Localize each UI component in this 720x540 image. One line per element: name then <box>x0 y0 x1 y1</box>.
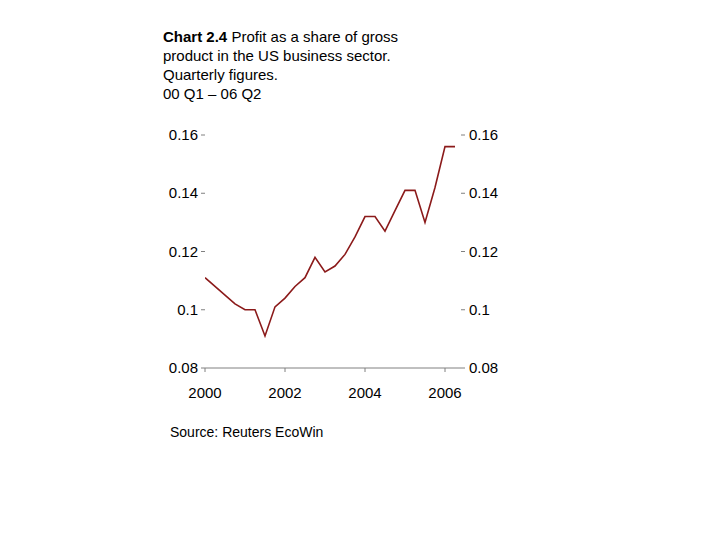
y-tick-label: 0.14 <box>169 184 198 201</box>
y-tick-right <box>461 309 465 310</box>
x-tick-label: 2004 <box>348 384 381 401</box>
title-part: 00 Q1 – 06 Q2 <box>163 85 261 102</box>
y-tick <box>201 135 205 136</box>
line-series <box>205 147 455 336</box>
y-tick <box>201 309 205 310</box>
y-tick <box>201 368 205 369</box>
x-tick <box>205 368 206 372</box>
y-tick-label: 0.16 <box>169 126 198 143</box>
y-tick-label-right: 0.12 <box>469 243 498 260</box>
y-tick-right <box>461 368 465 369</box>
source: Source: Reuters EcoWin <box>170 424 323 440</box>
y-tick-label: 0.1 <box>177 301 198 318</box>
y-tick-label-right: 0.16 <box>469 126 498 143</box>
x-tick <box>365 368 366 372</box>
x-tick-label: 2000 <box>188 384 221 401</box>
y-tick-right <box>461 135 465 136</box>
x-tick-label: 2006 <box>428 384 461 401</box>
y-tick-label-right: 0.14 <box>469 184 498 201</box>
x-tick <box>285 368 286 372</box>
y-tick <box>201 193 205 194</box>
y-tick-label-right: 0.08 <box>469 359 498 376</box>
y-tick-label: 0.08 <box>169 359 198 376</box>
chart: 0.08 0.08 0.1 0.1 0.12 0.12 0.14 0.14 0.16 0.16 20… <box>0 0 720 540</box>
x-tick <box>445 368 446 372</box>
title-part: Chart 2.4 <box>163 28 227 45</box>
title: Chart 2.4 Profit as a share of gross pro… <box>163 27 448 103</box>
title-part: Quarterly figures. <box>163 66 278 83</box>
x-tick-label: 2002 <box>268 384 301 401</box>
y-tick-label: 0.12 <box>169 243 198 260</box>
y-tick <box>201 251 205 252</box>
x-axis <box>205 368 461 369</box>
plot-area <box>205 147 455 336</box>
y-tick-right <box>461 193 465 194</box>
y-tick-right <box>461 251 465 252</box>
y-tick-label-right: 0.1 <box>469 301 490 318</box>
